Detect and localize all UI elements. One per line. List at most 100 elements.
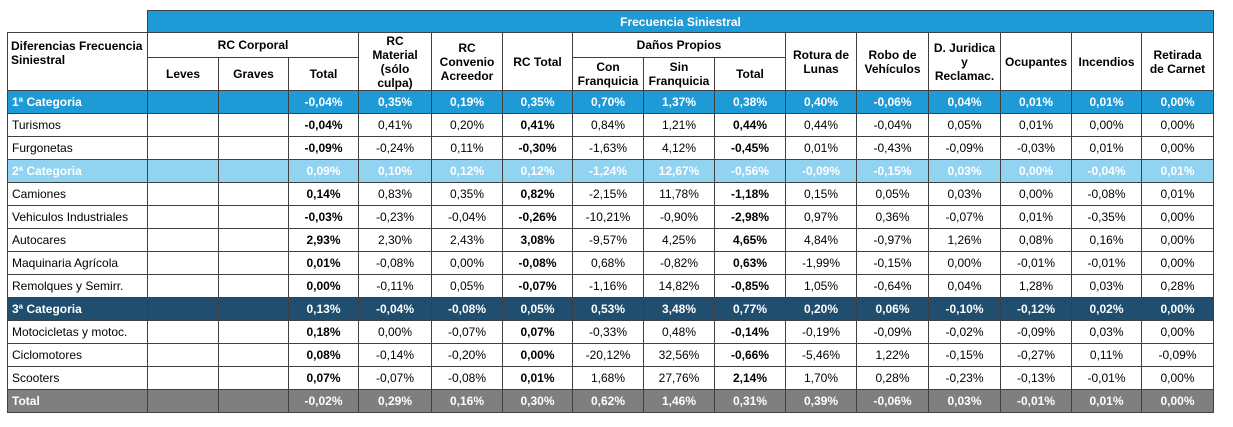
value-cell: -0,04% [358,297,432,321]
column-header: Incendios [1071,32,1142,91]
column-header: Total [288,57,359,91]
empty-cell [147,159,219,183]
value-cell: 0,11% [431,136,503,160]
value-cell: 0,16% [1071,228,1142,252]
value-cell: 0,36% [856,205,929,229]
column-header: Con Franquicia [572,57,644,91]
value-cell: 0,10% [358,159,432,183]
column-header: Graves [218,57,289,91]
column-header: Sin Franquicia [643,57,715,91]
value-cell: 0,05% [502,297,573,321]
value-cell: -0,09% [1000,320,1072,344]
vehicle-row: Vehiculos Industriales -0,03% -0,23% -0,04%… [7,205,1214,229]
value-cell: 0,35% [358,90,432,114]
value-cell: -1,99% [785,251,857,275]
value-cell: 4,65% [714,228,786,252]
value-cell: -0,97% [856,228,929,252]
value-cell: 1,70% [785,366,857,390]
value-cell: 0,05% [431,274,503,298]
value-cell: -0,04% [431,205,503,229]
value-cell: 0,00% [431,251,503,275]
value-cell: -0,02% [288,389,359,413]
value-cell: -0,10% [928,297,1001,321]
category-row: 3ª Categoria 0,13% -0,04% -0,08% 0,05% 0,53% 3… [7,297,1214,321]
value-cell: -0,82% [643,251,715,275]
value-cell: -0,04% [856,113,929,137]
value-cell: 0,19% [431,90,503,114]
value-cell: 0,83% [358,182,432,206]
value-cell: -0,04% [1071,159,1142,183]
value-cell: 0,04% [928,90,1001,114]
value-cell: -0,01% [1000,389,1072,413]
value-cell: -0,33% [572,320,644,344]
row-label: 1ª Categoria [7,90,148,114]
vehicle-row: Scooters 0,07% -0,07% -0,08% 0,01% 1,68% 27,76… [7,366,1214,390]
value-cell: 0,77% [714,297,786,321]
value-cell: -0,23% [358,205,432,229]
value-cell: 0,03% [928,159,1001,183]
value-cell: 0,62% [572,389,644,413]
value-cell: 0,39% [785,389,857,413]
value-cell: -0,30% [502,136,573,160]
value-cell: 0,07% [502,320,573,344]
value-cell: 0,00% [1141,113,1214,137]
value-cell: 3,08% [502,228,573,252]
row-label: Ciclomotores [7,343,148,367]
value-cell: 0,00% [1000,159,1072,183]
value-cell: 0,13% [288,297,359,321]
value-cell: 0,00% [1141,320,1214,344]
value-cell: -0,08% [431,297,503,321]
value-cell: -0,01% [1000,251,1072,275]
value-cell: 0,18% [288,320,359,344]
vehicle-row: Remolques y Semirr. 0,00% -0,11% 0,05% -0,07… [7,274,1214,298]
value-cell: -1,63% [572,136,644,160]
empty-cell [218,205,289,229]
value-cell: -0,03% [288,205,359,229]
value-cell: 0,35% [431,182,503,206]
empty-cell [147,274,219,298]
value-cell: 0,00% [1000,182,1072,206]
value-cell: -0,09% [856,320,929,344]
value-cell: 0,03% [1071,320,1142,344]
value-cell: 0,00% [502,343,573,367]
empty-cell [218,182,289,206]
value-cell: 0,01% [1000,113,1072,137]
empty-cell [218,320,289,344]
row-label: 3ª Categoria [7,297,148,321]
value-cell: 12,67% [643,159,715,183]
value-cell: 2,14% [714,366,786,390]
value-cell: 1,21% [643,113,715,137]
value-cell: -0,09% [1141,343,1214,367]
vehicle-row: Furgonetas -0,09% -0,24% 0,11% -0,30% -1,63% 4… [7,136,1214,160]
value-cell: 0,01% [1141,182,1214,206]
column-header: Leves [147,57,219,91]
value-cell: -0,07% [358,366,432,390]
column-header: RC Material (sólo culpa) [358,32,432,91]
row-label: Maquinaria Agrícola [7,251,148,275]
value-cell: 1,28% [1000,274,1072,298]
value-cell: 0,01% [288,251,359,275]
row-label: Motocicletas y motoc. [7,320,148,344]
value-cell: -0,07% [431,320,503,344]
value-cell: 0,12% [502,159,573,183]
empty-cell [218,366,289,390]
value-cell: 0,15% [785,182,857,206]
value-cell: 0,44% [714,113,786,137]
value-cell: 4,84% [785,228,857,252]
value-cell: 0,53% [572,297,644,321]
title-row: Frecuencia Siniestral [8,10,1214,33]
value-cell: 0,41% [502,113,573,137]
value-cell: -0,08% [502,251,573,275]
value-cell: -0,15% [856,159,929,183]
value-cell: -5,46% [785,343,857,367]
value-cell: 0,00% [1141,366,1214,390]
value-cell: 0,05% [928,113,1001,137]
empty-cell [218,90,289,114]
empty-cell [218,228,289,252]
column-header: D. Juridica y Reclamac. [928,32,1001,91]
value-cell: 0,38% [714,90,786,114]
value-cell: 27,76% [643,366,715,390]
value-cell: 0,07% [288,366,359,390]
value-cell: -10,21% [572,205,644,229]
value-cell: 0,84% [572,113,644,137]
